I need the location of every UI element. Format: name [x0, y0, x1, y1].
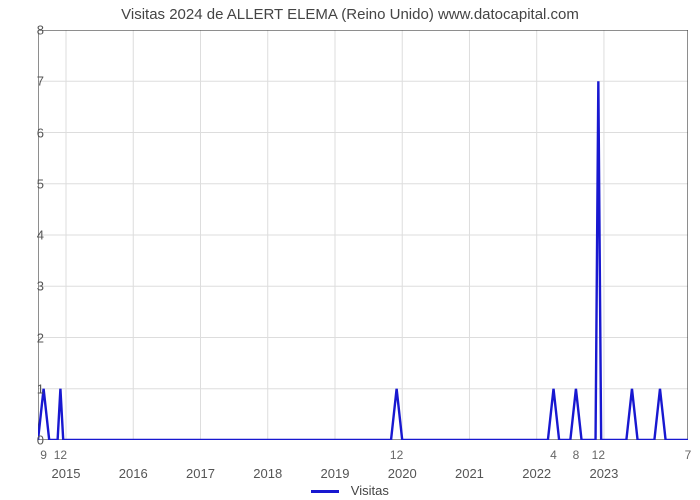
- x-year-label: 2022: [522, 466, 551, 481]
- chart-svg: [38, 30, 688, 440]
- x-month-label: 12: [592, 448, 605, 462]
- x-month-label: 8: [573, 448, 580, 462]
- plot-area: [38, 30, 688, 440]
- x-year-label: 2015: [52, 466, 81, 481]
- y-tick-label: 2: [37, 330, 44, 345]
- x-month-label: 12: [390, 448, 403, 462]
- y-tick-label: 1: [37, 381, 44, 396]
- x-month-label: 9: [40, 448, 47, 462]
- x-year-label: 2020: [388, 466, 417, 481]
- x-month-label: 7: [685, 448, 692, 462]
- legend: Visitas: [0, 483, 700, 498]
- x-month-label: 12: [54, 448, 67, 462]
- y-tick-label: 4: [37, 228, 44, 243]
- x-year-label: 2021: [455, 466, 484, 481]
- x-year-label: 2017: [186, 466, 215, 481]
- x-year-label: 2016: [119, 466, 148, 481]
- y-tick-label: 8: [37, 23, 44, 38]
- legend-swatch: [311, 490, 339, 493]
- chart-container: Visitas 2024 de ALLERT ELEMA (Reino Unid…: [0, 0, 700, 500]
- legend-label: Visitas: [351, 483, 389, 498]
- x-year-label: 2023: [589, 466, 618, 481]
- y-tick-label: 7: [37, 74, 44, 89]
- x-year-label: 2019: [321, 466, 350, 481]
- chart-title: Visitas 2024 de ALLERT ELEMA (Reino Unid…: [0, 6, 700, 23]
- x-month-label: 4: [550, 448, 557, 462]
- y-tick-label: 6: [37, 125, 44, 140]
- y-tick-label: 3: [37, 279, 44, 294]
- x-year-label: 2018: [253, 466, 282, 481]
- y-tick-label: 5: [37, 176, 44, 191]
- y-tick-label: 0: [37, 433, 44, 448]
